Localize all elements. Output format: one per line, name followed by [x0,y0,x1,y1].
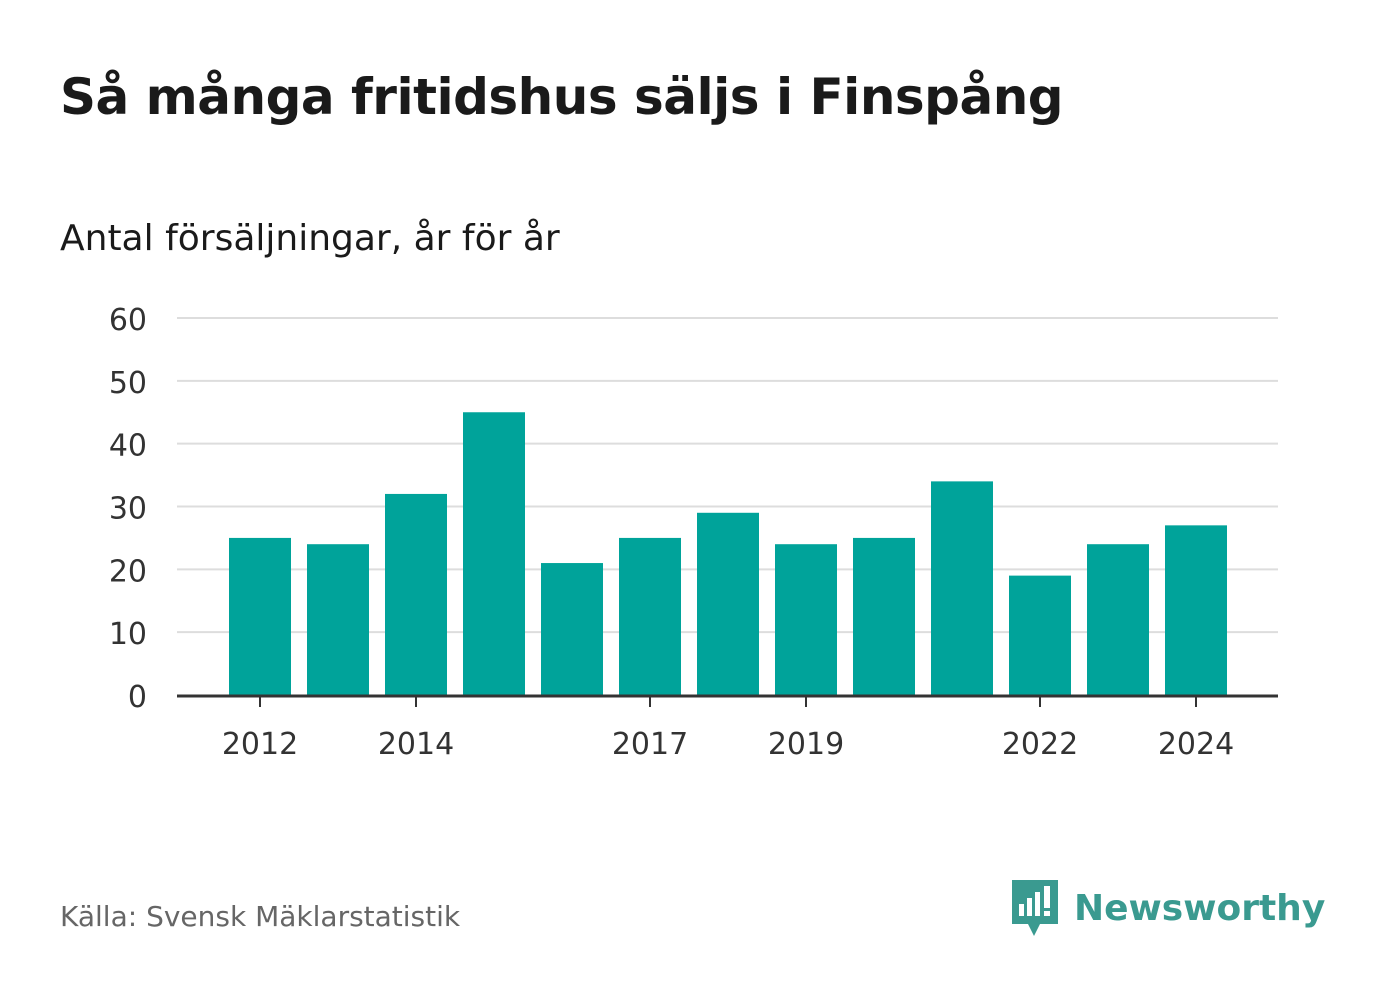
bar-2016 [541,563,603,695]
x-tick-label: 2022 [1002,727,1078,762]
bar-2019 [775,544,837,695]
chart-title: Så många fritidshus säljs i Finspång [60,68,1064,126]
bar-2024 [1165,525,1227,695]
x-axis-tick-labels: 2012 2014 2017 2019 2022 2024 [222,697,1234,762]
y-tick-label: 20 [109,554,147,589]
x-tick-label: 2014 [378,727,454,762]
y-axis-tick-labels: 0 10 20 30 40 50 60 [109,303,147,715]
y-tick-label: 60 [109,303,147,338]
bar-2023 [1087,544,1149,695]
brand-name: Newsworthy [1074,887,1326,929]
y-tick-label: 50 [109,366,147,401]
y-tick-label: 0 [128,680,147,715]
bars [229,412,1227,695]
bar-2014 [385,493,447,695]
bar-2013 [307,544,369,695]
chart-subtitle: Antal försäljningar, år för år [60,218,560,259]
newsworthy-logo-icon [1012,880,1058,936]
bar-2012 [229,537,291,695]
bar-2021 [931,481,993,695]
x-tick-label: 2024 [1158,727,1234,762]
source-note: Källa: Svensk Mäklarstatistik [60,900,461,933]
bar-2017 [619,537,681,695]
brand-logo: Newsworthy [1010,878,1325,938]
y-tick-label: 10 [109,617,147,652]
bar-2015 [463,412,525,695]
x-tick-label: 2019 [768,727,844,762]
x-tick-label: 2012 [222,727,298,762]
y-tick-label: 40 [109,429,147,464]
bar-2020 [853,537,915,695]
x-tick-label: 2017 [612,727,688,762]
y-tick-label: 30 [109,492,147,527]
bar-2018 [697,512,759,695]
bar-2022 [1009,575,1071,695]
